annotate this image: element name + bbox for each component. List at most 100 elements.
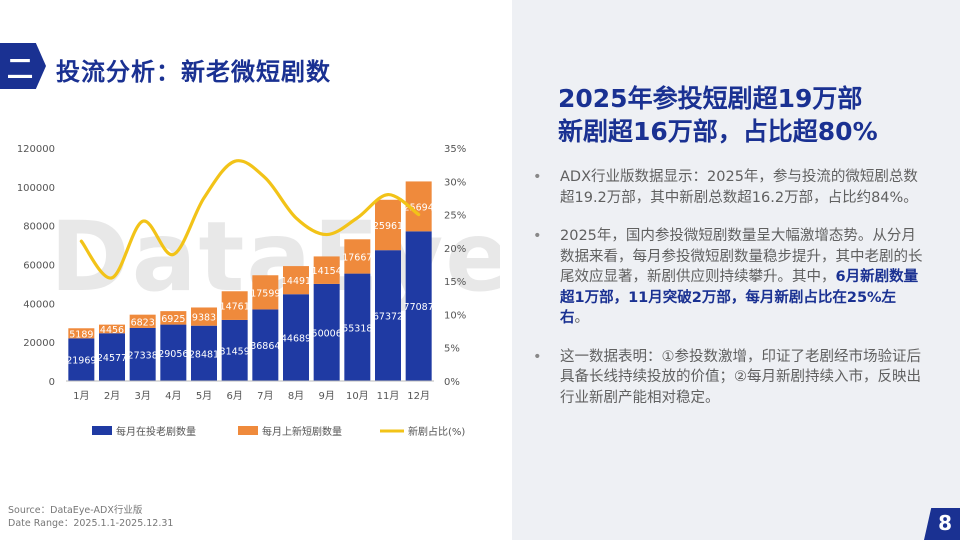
y2-tick-label: 10% — [444, 310, 466, 321]
y-tick-label: 0 — [49, 377, 55, 388]
bar-old-label: 55318 — [342, 323, 372, 334]
page-title: 投流分析：新老微短剧数 — [56, 58, 331, 86]
bar-new — [344, 239, 371, 274]
bar-old-label: 27338 — [128, 350, 158, 361]
x-tick-label: 12月 — [407, 390, 430, 402]
section-label: 二 — [7, 55, 34, 85]
bar-old — [405, 231, 432, 381]
bar-old — [160, 324, 187, 381]
source-line: Source：DataEye-ADX行业版 — [8, 505, 143, 516]
bar-new — [68, 328, 95, 339]
left-axis: 0 20000 40000 60000 80000 100000 120000 — [17, 144, 55, 388]
bullet-item-1: • ADX行业版数据显示：2025年，参与投流的微短剧总数超19.2万部，其中新… — [530, 167, 925, 208]
bar-old — [283, 294, 309, 381]
bar-new — [221, 291, 248, 320]
y2-tick-label: 30% — [444, 177, 466, 188]
y-tick-label: 120000 — [17, 144, 55, 155]
date-range-line: Date Range：2025.1.1-2025.12.31 — [8, 518, 174, 529]
bullet-item-3: • 这一数据表明：①参投数激增，印证了老剧经市场验证后具备长线持续投放的价值；②… — [530, 347, 925, 409]
y2-tick-label: 35% — [444, 144, 466, 155]
y-tick-label: 100000 — [17, 183, 55, 194]
x-tick-label: 10月 — [346, 390, 369, 402]
bar-old — [221, 319, 248, 381]
x-axis: 1月 2月 3月 4月 5月 6月 7月 8月 9月 10月 11月 12月 — [66, 380, 434, 402]
legend-swatch-old — [92, 426, 112, 435]
bar-new — [160, 311, 187, 325]
ratio-line — [79, 159, 421, 280]
bullet-highlight: 6月新剧数量超1万部，11月突破2万部，每月新剧占比在25%左右 — [560, 269, 919, 326]
bar-new-label: 17667 — [342, 252, 372, 263]
bar-new-label: 14154 — [312, 266, 342, 277]
bar-old-label: 28481 — [189, 349, 219, 360]
bar-old-label: 77087 — [404, 302, 434, 313]
chart: DataEye 02000040000600008000010000012000… — [17, 144, 500, 438]
bar-old-label: 29056 — [158, 349, 188, 360]
x-tick-label: 7月 — [257, 390, 273, 402]
bar-new-label: 14761 — [220, 302, 250, 313]
x-tick-label: 5月 — [196, 390, 212, 402]
bar-new — [99, 324, 125, 334]
y-tick-label: 40000 — [23, 299, 55, 310]
bar-old-label: 24577 — [97, 353, 127, 364]
bar-old — [252, 309, 279, 381]
ratio-line-path — [79, 159, 421, 280]
bar-old — [313, 283, 340, 381]
bullet-dot-icon: • — [533, 228, 542, 244]
right-panel — [512, 0, 960, 540]
bar-new — [252, 275, 279, 310]
bullet-list: • ADX行业版数据显示：2025年，参与投流的微短剧总数超19.2万部，其中新… — [530, 167, 925, 426]
bullet-item-2: • 2025年，国内参投微短剧数量呈大幅激增态势。从分月数据来看，每月参投微短剧… — [530, 226, 925, 329]
bar-old — [99, 333, 125, 381]
bar-old — [191, 325, 217, 381]
bar-new-label: 17599 — [250, 288, 280, 299]
x-tick-label: 4月 — [165, 390, 181, 402]
y-tick-label: 60000 — [23, 261, 55, 272]
y-tick-label: 80000 — [23, 222, 55, 233]
bar-old-label: 50006 — [312, 328, 342, 339]
bar-old — [68, 338, 95, 381]
bullet-text-2b: 。 — [574, 310, 590, 326]
bar-old-label: 36864 — [250, 341, 280, 352]
x-tick-label: 11月 — [377, 390, 400, 402]
y2-tick-label: 25% — [444, 211, 466, 222]
headline-line-1: 2025年参投短剧超19万部 — [558, 84, 863, 113]
bars: 21969 5189 24577 4456 27338 6823 29056 6925 2848… — [66, 181, 434, 381]
y2-tick-label: 5% — [444, 344, 460, 355]
bar-new-label: 5189 — [69, 329, 93, 340]
bar-new — [283, 266, 309, 295]
source-note: Source：DataEye-ADX行业版 Date Range：2025.1.… — [8, 504, 173, 530]
headline-line-2: 新剧超16万部，占比超80% — [558, 117, 878, 146]
bullet-text-1: ADX行业版数据显示：2025年，参与投流的微短剧总数超19.2万部，其中新剧总… — [560, 169, 918, 206]
x-tick-label: 6月 — [226, 390, 242, 402]
bar-old-label: 67372 — [373, 312, 403, 323]
y-tick-label: 20000 — [23, 338, 55, 349]
bar-new-label: 9383 — [192, 313, 216, 324]
bar-new — [375, 199, 401, 251]
bullet-dot-icon: • — [533, 348, 542, 365]
bar-new-label: 6823 — [131, 317, 155, 328]
headline: 2025年参投短剧超19万部 新剧超16万部，占比超80% — [558, 82, 948, 148]
page-number: 8 — [924, 508, 960, 540]
bar-old-label: 21969 — [66, 356, 96, 367]
bullet-text-3: 这一数据表明：①参投数激增，印证了老剧经市场验证后具备长线持续投放的价值；②每月… — [560, 348, 921, 406]
bar-new-label: 14491 — [281, 276, 311, 287]
bar-old — [129, 327, 156, 381]
bullet-dot-icon: • — [533, 169, 542, 185]
legend-label-new: 每月上新短剧数量 — [262, 425, 342, 438]
bar-new-label: 25694 — [404, 202, 434, 213]
right-axis: 0% 5% 10% 15% 20% 25% 30% 35% — [444, 144, 466, 388]
x-tick-label: 3月 — [134, 390, 150, 402]
bar-old — [375, 250, 401, 381]
bar-new — [191, 307, 217, 326]
legend-label-old: 每月在投老剧数量 — [116, 425, 196, 438]
bar-new-label: 4456 — [100, 325, 124, 336]
bar-old-label: 44689 — [281, 334, 311, 345]
bullet-text-2a: 2025年，国内参投微短剧数量呈大幅激增态势。从分月数据来看，每月参投微短剧数量… — [560, 228, 923, 285]
y2-tick-label: 20% — [444, 244, 466, 255]
x-tick-label: 8月 — [288, 390, 304, 402]
y2-tick-label: 15% — [444, 277, 466, 288]
x-tick-label: 1月 — [73, 390, 89, 402]
section-badge: 二 — [0, 43, 46, 89]
bar-old — [344, 273, 371, 381]
bar-new-label: 6925 — [161, 314, 185, 325]
